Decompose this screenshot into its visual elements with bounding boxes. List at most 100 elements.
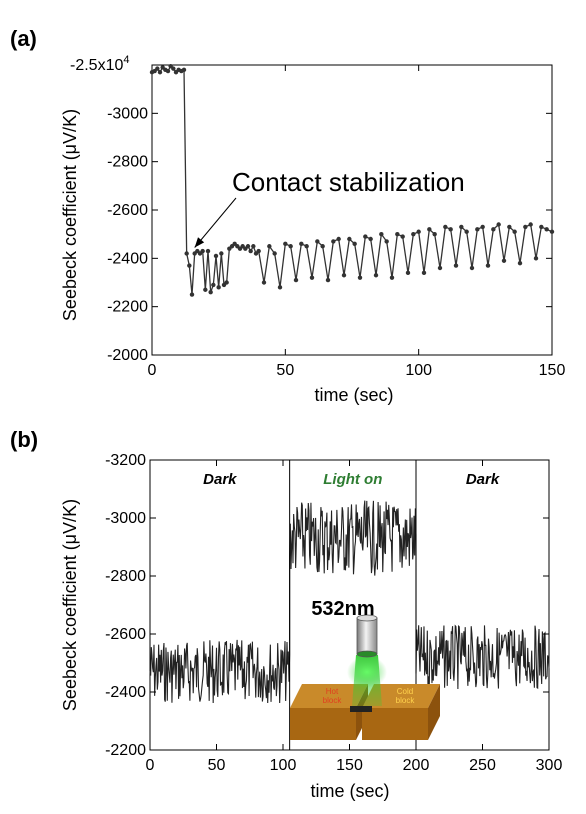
plot-a-point <box>437 265 443 271</box>
plot-b-ytick-label: -3200 <box>105 452 146 469</box>
plot-a-point <box>357 275 363 280</box>
plot-a-point <box>251 244 256 249</box>
plot-a-point <box>469 265 475 271</box>
plot-a-xtick-label: 150 <box>539 362 566 379</box>
plot-a-point <box>293 277 299 283</box>
plot-a-point <box>528 222 533 227</box>
panel-a-label: (a) <box>10 26 37 51</box>
cold-block-text: Cold block <box>396 687 416 705</box>
plot-a-point <box>248 248 253 254</box>
plot-a-point <box>224 280 229 285</box>
plot-a-point <box>213 253 219 259</box>
laser-tube-top <box>356 614 378 622</box>
plot-b-ytick-label: -2200 <box>105 742 146 759</box>
plot-a-point <box>485 263 491 268</box>
plot-a-point <box>368 236 373 242</box>
plot-a-ytick-label: -2600 <box>107 202 148 219</box>
plot-a-point <box>448 227 453 232</box>
plot-a-point <box>283 241 288 247</box>
plot-a-point <box>384 239 389 244</box>
plot-b-ytick-label: -2400 <box>105 684 146 701</box>
plot-a-point <box>320 244 325 249</box>
plot-b-xtick-label: 200 <box>403 757 430 774</box>
plot-b-region-label: Dark <box>466 471 500 488</box>
plot-a-point <box>219 251 224 256</box>
plot-b-line <box>149 500 550 704</box>
plot-a-point <box>299 241 304 247</box>
plot-a-point <box>331 239 336 244</box>
panel-b-label: (b) <box>10 427 38 452</box>
plot-a-point <box>544 227 549 232</box>
plot-a-point <box>475 227 480 232</box>
plot-a-point <box>155 66 160 71</box>
plot-b-region-label: Light on <box>323 471 382 488</box>
plot-a-point <box>208 289 213 295</box>
plot-b-xlabel: time (sec) <box>310 781 389 801</box>
plot-b-xtick-label: 300 <box>536 757 563 774</box>
laser-aperture <box>356 650 378 658</box>
laser-wavelength-label: 532nm <box>311 598 374 620</box>
plot-a-point <box>165 68 171 74</box>
plot-a-ytop-label: -2.5x104 <box>70 54 130 74</box>
hot-block-front <box>290 708 356 740</box>
plot-a-point <box>189 292 195 297</box>
plot-a-point <box>304 244 309 249</box>
plot-a-xtick-label: 0 <box>148 362 157 379</box>
plot-b-regions: Dark Light on Dark <box>203 460 500 750</box>
hot-block-text: Hot block <box>323 687 343 705</box>
hot-block-top <box>290 684 368 708</box>
plot-a-ytick-label: -2400 <box>107 250 148 267</box>
plot-a-series <box>149 64 555 297</box>
plot-b-xtick-label: 0 <box>146 757 155 774</box>
plot-a-point <box>453 263 459 268</box>
plot-a-ytick-label: -2000 <box>107 347 148 364</box>
plot-a-point <box>216 285 221 290</box>
plot-a-point <box>203 287 208 292</box>
plot-a-xtick-label: 50 <box>276 362 294 379</box>
plot-b: Dark Light on Dark 0 50 100 150 200 250 300 -2200… <box>60 452 563 801</box>
plot-a-point <box>507 224 512 230</box>
laser-glow <box>347 656 387 688</box>
plot-a-point <box>277 285 283 290</box>
plot-a-point <box>336 236 341 242</box>
plot-a-point <box>267 244 272 249</box>
plot-a-point <box>501 258 507 263</box>
plot-b-ylabel: Seebeck coefficient (μV/K) <box>60 499 80 711</box>
plot-a-point <box>389 275 395 280</box>
plot-a-point <box>261 280 267 285</box>
plot-a-point <box>491 227 496 232</box>
plot-a-point <box>411 231 416 237</box>
plot-a-point <box>315 239 320 244</box>
plot-a-point <box>432 231 437 237</box>
plot-b-xtick-label: 150 <box>336 757 363 774</box>
plot-a-point <box>309 275 315 280</box>
plot-a-point <box>341 273 347 278</box>
annotation-arrowhead <box>194 237 205 248</box>
plot-a-point <box>325 277 331 283</box>
plot-a-point <box>421 270 427 276</box>
plot-b-xtick-label: 250 <box>469 757 496 774</box>
plot-a-point <box>373 273 379 278</box>
plot-a-point <box>523 224 528 230</box>
cold-block-side <box>428 684 440 740</box>
plot-a-point <box>352 241 357 247</box>
plot-a-point <box>427 227 432 232</box>
plot-a-point <box>400 234 405 239</box>
plot-b-xtick-label: 50 <box>208 757 226 774</box>
plot-a-point <box>464 229 469 234</box>
plot-a-point <box>459 224 464 230</box>
plot-a-point <box>288 244 293 249</box>
plot-a-ylabel: Seebeck coefficient (μV/K) <box>60 109 80 321</box>
plot-a-ytick-label: -2200 <box>107 299 148 316</box>
sample-bridge <box>350 706 372 712</box>
plot-a-point <box>181 67 187 73</box>
plot-b-series <box>149 500 550 704</box>
inset-setup-illustration: Hot block Cold block 532nm <box>290 598 440 740</box>
plot-a-xtick-label: 100 <box>405 362 432 379</box>
plot-a-point <box>256 248 261 254</box>
plot-b-ytick-label: -3000 <box>105 510 146 527</box>
plot-a-xlabel: time (sec) <box>314 385 393 405</box>
plot-a-point <box>187 263 192 268</box>
plot-a-point <box>395 231 400 237</box>
